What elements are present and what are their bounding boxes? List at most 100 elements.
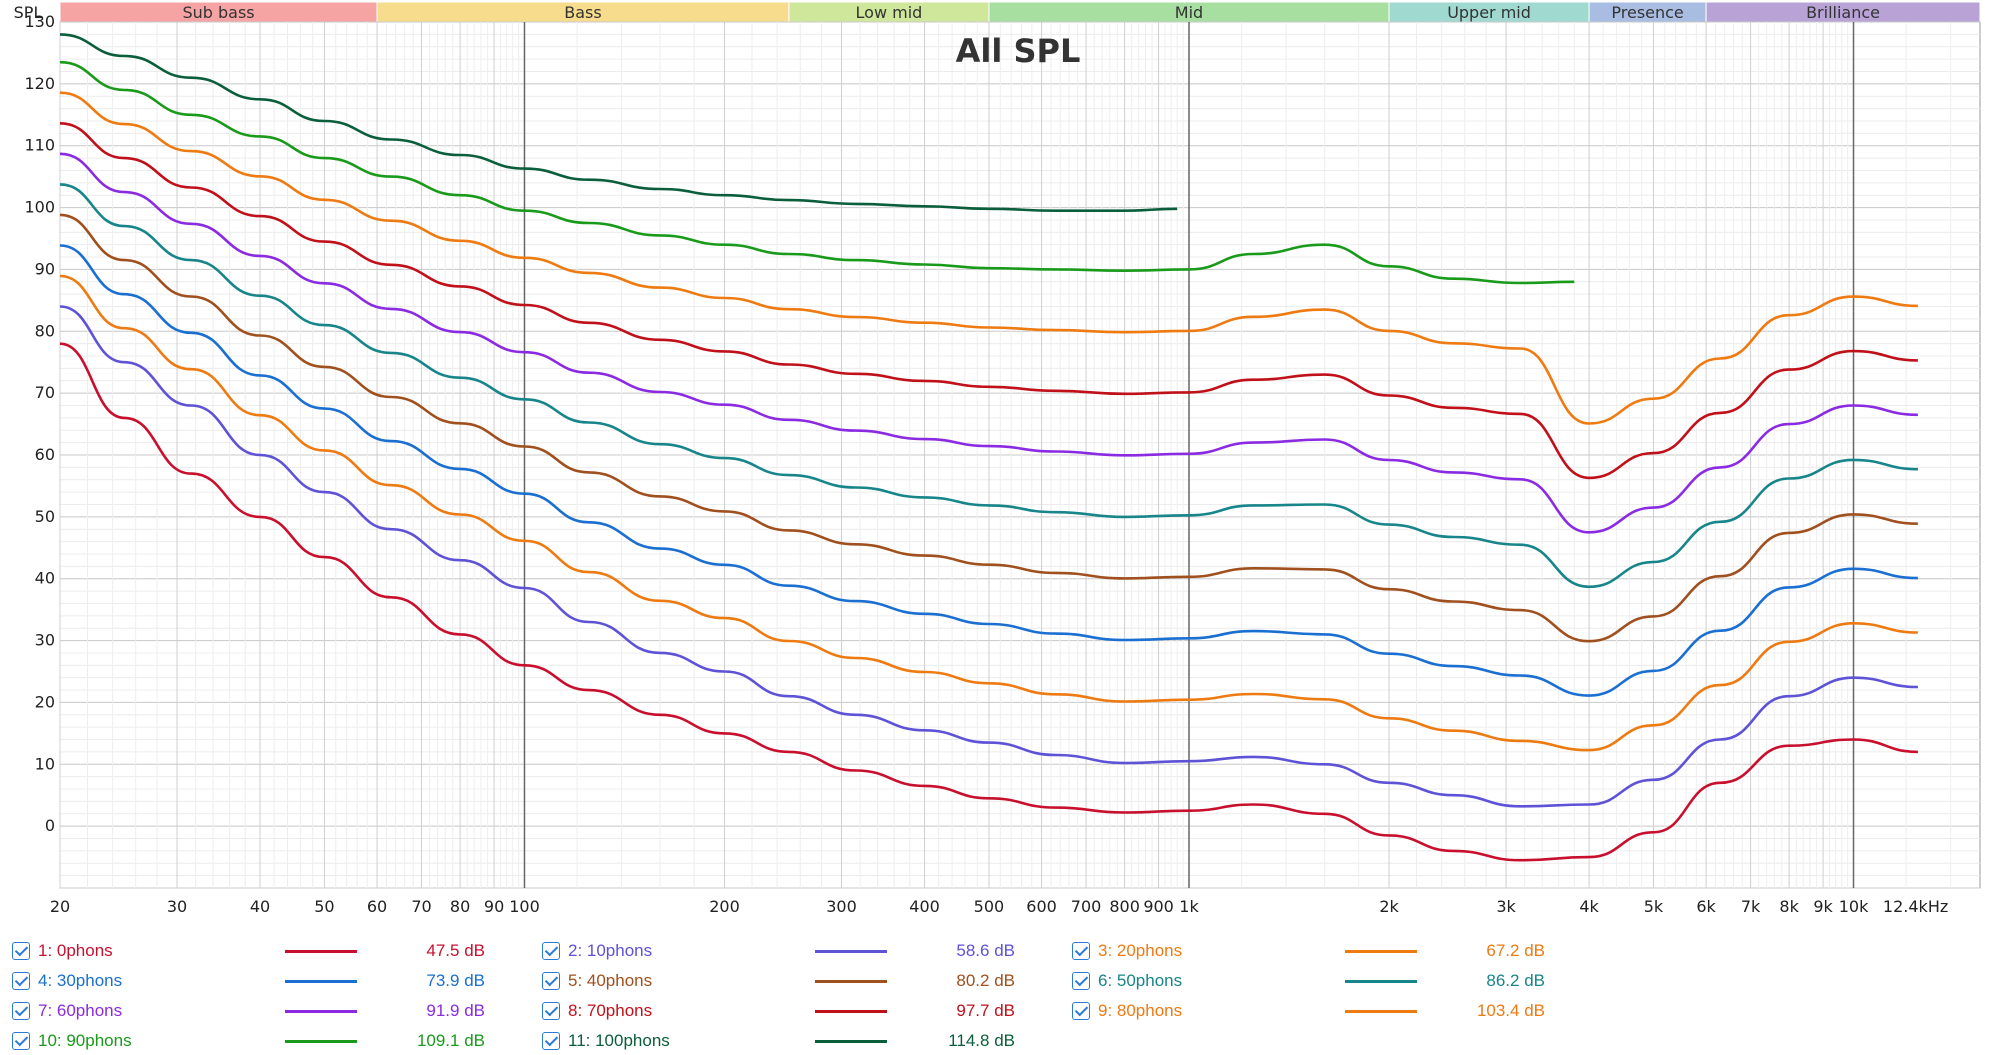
legend-swatch [285,950,357,953]
legend-item[interactable]: 2: 10phons [542,938,652,964]
x-tick-label: 60 [367,897,387,916]
x-tick-label: 70 [411,897,431,916]
legend-label: 9: 80phons [1098,1001,1183,1020]
legend-checkbox[interactable] [12,1002,30,1020]
legend-item[interactable]: 9: 80phons [1072,998,1182,1024]
band-label: Upper mid [1447,3,1531,22]
band-label: Low mid [856,3,923,22]
legend-checkbox[interactable] [542,1032,560,1050]
series-line-1 [59,342,1918,862]
legend-checkbox[interactable] [542,1002,560,1020]
x-tick-label: 1k [1179,897,1199,916]
legend-swatch [285,1010,357,1013]
x-tick-label: 2k [1379,897,1399,916]
x-tick-label: 7k [1741,897,1761,916]
y-tick-label: 100 [24,198,55,217]
legend-label: 10: 90phons [38,1031,132,1050]
legend: 1: 0phons 47.5 dB 2: 10phons 58.6 dB 3: 20ph… [0,930,2000,1055]
series-line-3 [59,274,1918,752]
series-line-7 [59,152,1918,534]
legend-checkbox[interactable] [12,972,30,990]
legend-item[interactable]: 3: 20phons [1072,938,1182,964]
legend-label: 11: 100phons [568,1031,670,1050]
legend-item[interactable]: 11: 100phons [542,1028,670,1054]
x-tick-label: 80 [450,897,470,916]
y-tick-label: 80 [35,321,55,340]
legend-item[interactable]: 5: 40phons [542,968,652,994]
x-tick-label: 20 [50,897,70,916]
legend-item[interactable]: 7: 60phons [12,998,122,1024]
x-tick-label: 100 [509,897,540,916]
y-tick-label: 20 [35,692,55,711]
y-tick-label: 40 [35,569,55,588]
legend-item[interactable]: 10: 90phons [12,1028,132,1054]
legend-label: 8: 70phons [568,1001,653,1020]
x-tick-label: 12.4kHz [1883,897,1948,916]
series-lines [59,33,1918,862]
legend-label: 4: 30phons [38,971,123,990]
x-tick-label: 4k [1579,897,1599,916]
legend-swatch [815,950,887,953]
x-tick-label: 3k [1496,897,1516,916]
legend-checkbox[interactable] [1072,972,1090,990]
x-tick-label: 500 [974,897,1005,916]
x-tick-label: 300 [826,897,857,916]
x-tick-label: 9k [1813,897,1833,916]
legend-item[interactable]: 8: 70phons [542,998,652,1024]
y-tick-label: 10 [35,754,55,773]
y-tick-label: 130 [24,12,55,31]
legend-label: 6: 50phons [1098,971,1183,990]
legend-label: 2: 10phons [568,941,653,960]
legend-value: 73.9 dB [426,971,485,990]
series-line-2 [59,305,1918,808]
legend-item[interactable]: 1: 0phons [12,938,113,964]
series-line-9 [59,91,1918,425]
legend-label: 1: 0phons [38,941,113,960]
legend-label: 3: 20phons [1098,941,1183,960]
chart-title: All SPL [956,32,1081,70]
x-tick-label: 90 [484,897,504,916]
legend-checkbox[interactable] [1072,942,1090,960]
grid [59,21,1981,889]
legend-swatch [815,1010,887,1013]
legend-value: 58.6 dB [956,941,1015,960]
x-tick-label: 40 [250,897,270,916]
legend-value: 91.9 dB [426,1001,485,1020]
legend-swatch [815,980,887,983]
legend-value: 109.1 dB [416,1031,485,1050]
x-tick-label: 8k [1779,897,1799,916]
band-label: Bass [564,3,601,22]
legend-checkbox[interactable] [542,942,560,960]
y-tick-label: 70 [35,383,55,402]
series-line-4 [59,244,1918,697]
y-tick-label: 90 [35,259,55,278]
legend-item[interactable]: 6: 50phons [1072,968,1182,994]
y-tick-label: 60 [35,445,55,464]
y-tick-label: 120 [24,74,55,93]
series-line-8 [59,122,1918,480]
y-tick-label: 110 [24,136,55,155]
y-tick-label: 50 [35,507,55,526]
y-tick-label: 30 [35,631,55,650]
series-line-5 [59,213,1918,643]
x-tick-label: 30 [167,897,187,916]
x-tick-label: 700 [1071,897,1102,916]
legend-value: 80.2 dB [956,971,1015,990]
series-line-6 [59,183,1918,589]
x-tick-label: 200 [709,897,740,916]
legend-checkbox[interactable] [542,972,560,990]
legend-value: 97.7 dB [956,1001,1015,1020]
legend-value: 47.5 dB [426,941,485,960]
legend-checkbox[interactable] [1072,1002,1090,1020]
legend-checkbox[interactable] [12,942,30,960]
legend-item[interactable]: 4: 30phons [12,968,122,994]
legend-swatch [815,1040,887,1043]
y-tick-label: 0 [45,816,55,835]
band-label: Brilliance [1806,3,1880,22]
x-tick-label: 800 [1109,897,1140,916]
band-label: Mid [1175,3,1203,22]
legend-checkbox[interactable] [12,1032,30,1050]
x-tick-label: 5k [1644,897,1664,916]
legend-swatch [285,1040,357,1043]
x-tick-label: 6k [1696,897,1716,916]
